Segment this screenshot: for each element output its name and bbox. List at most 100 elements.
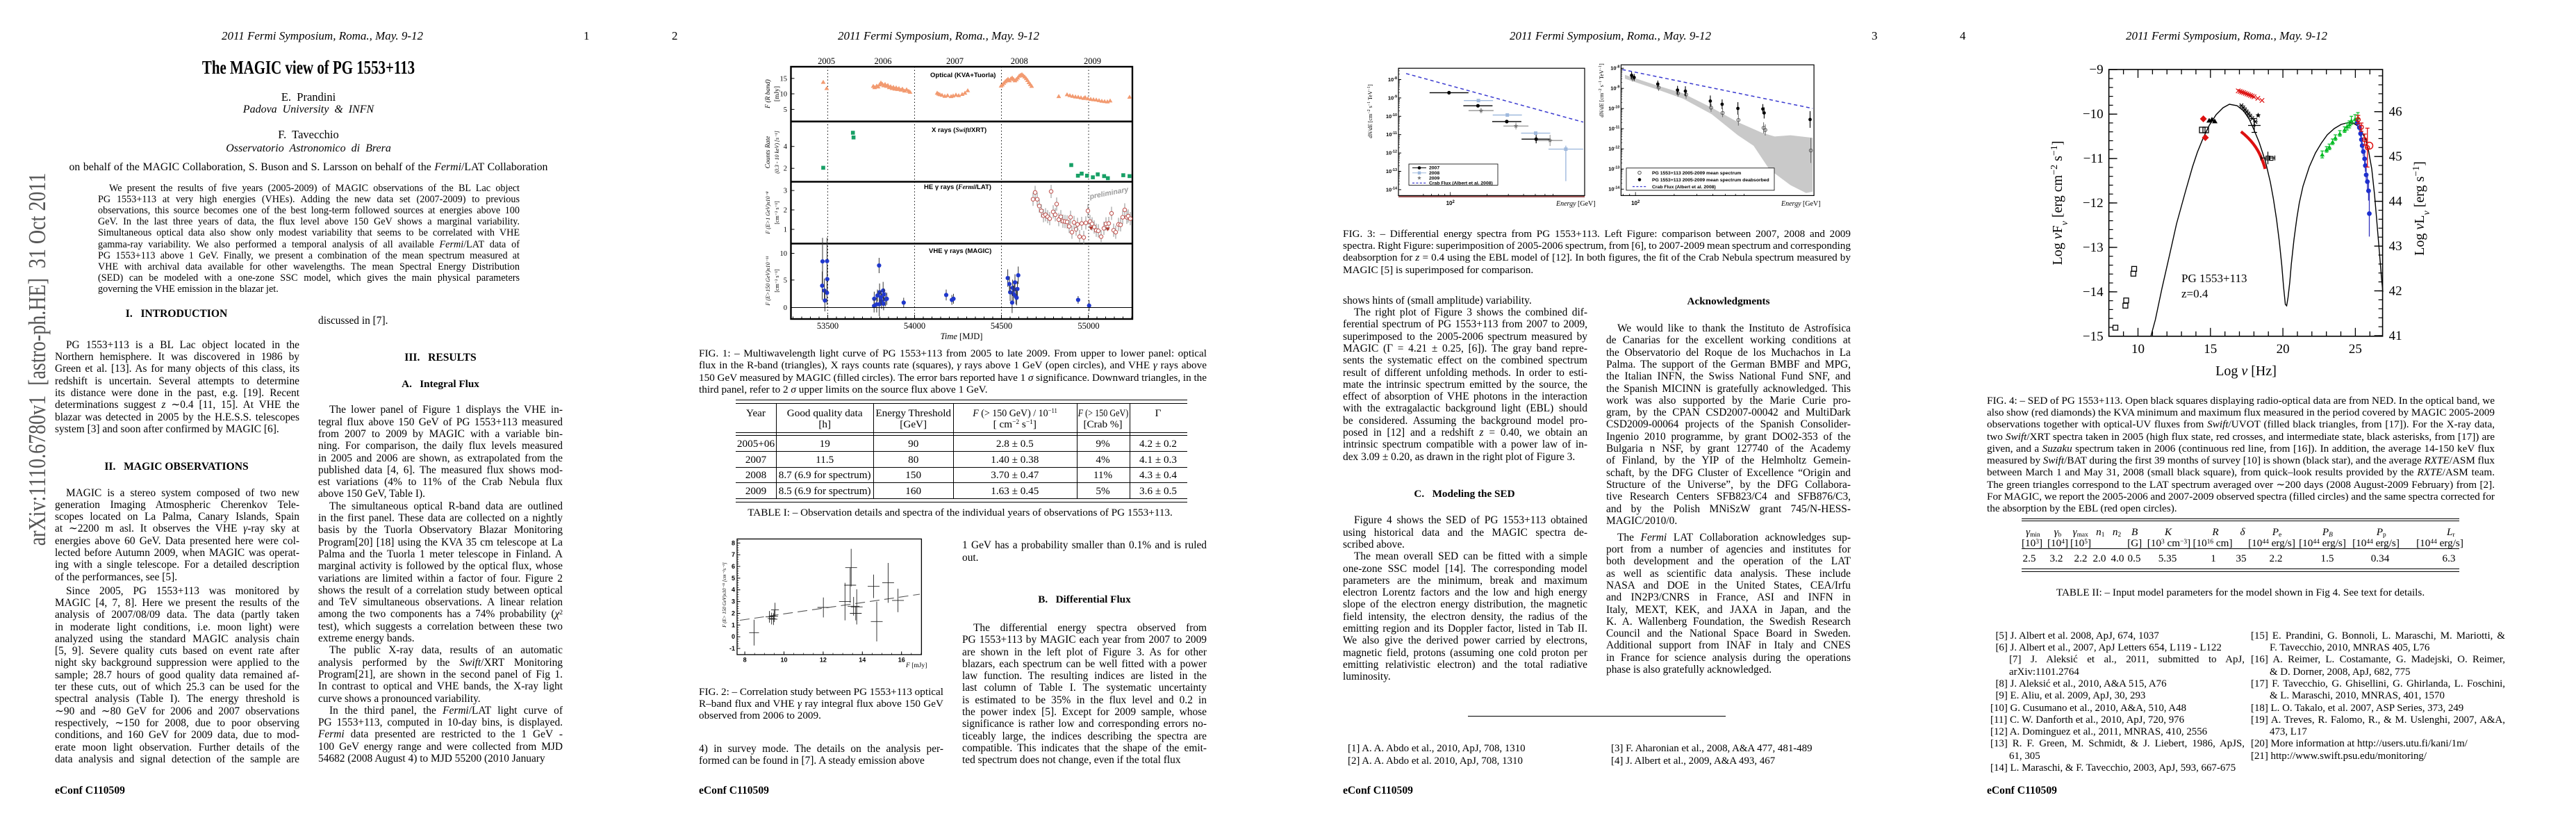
svg-text:PG 1553+113 2005-2009 mean spe: PG 1553+113 2005-2009 mean spectrum: [1652, 171, 1741, 176]
svg-text:−13: −13: [2083, 240, 2104, 255]
svg-text:Crab Flux (Albert et al. 2008): Crab Flux (Albert et al. 2008): [1652, 185, 1716, 190]
svg-text:53500: 53500: [817, 321, 839, 331]
svg-text:10-12: 10-12: [1386, 150, 1397, 156]
svg-text:HE γ rays (Fermi/LAT): HE γ rays (Fermi/LAT): [924, 183, 991, 191]
svg-text:46: 46: [2389, 105, 2402, 120]
svg-text:43: 43: [2389, 239, 2402, 254]
svg-text:z=0.4: z=0.4: [2181, 287, 2208, 300]
svg-text:Log νFν [erg cm−2 s−1]: Log νFν [erg cm−2 s−1]: [2049, 140, 2070, 265]
svg-text:15: 15: [780, 75, 788, 83]
svg-text:44: 44: [2389, 195, 2403, 209]
svg-text:2: 2: [784, 207, 787, 215]
svg-text:5: 5: [732, 575, 735, 582]
svg-text:10-10: 10-10: [1386, 113, 1397, 120]
svg-text:[cm⁻² s⁻¹]: [cm⁻² s⁻¹]: [774, 269, 780, 293]
svg-text:42: 42: [2389, 284, 2402, 299]
svg-text:4: 4: [732, 587, 735, 594]
svg-text:Log ν [Hz]: Log ν [Hz]: [2215, 363, 2277, 379]
svg-text:2008: 2008: [1011, 56, 1028, 66]
svg-text:14: 14: [859, 656, 866, 663]
svg-text:5: 5: [784, 106, 787, 114]
svg-text:55000: 55000: [1078, 321, 1099, 331]
svg-text:Counts Rate: Counts Rate: [765, 136, 772, 169]
svg-text:−12: −12: [2083, 196, 2104, 211]
svg-text:10: 10: [780, 656, 787, 663]
svg-text:45: 45: [2389, 149, 2402, 164]
svg-text:2: 2: [784, 165, 787, 173]
svg-text:10: 10: [780, 91, 788, 99]
svg-text:F (E> 150 GeV)x10⁻¹¹ [cm⁻²s⁻¹]: F (E> 150 GeV)x10⁻¹¹ [cm⁻²s⁻¹]: [722, 562, 727, 628]
svg-text:Time [MJD]: Time [MJD]: [941, 332, 983, 341]
svg-text:PG 1553+113 2005-2009 mean spe: PG 1553+113 2005-2009 mean spectrum deab…: [1652, 178, 1769, 183]
svg-text:2005: 2005: [818, 56, 835, 66]
svg-text:10-8: 10-8: [1388, 76, 1397, 83]
svg-text:54000: 54000: [904, 321, 925, 331]
svg-text:10: 10: [780, 250, 788, 258]
svg-text:10: 10: [2131, 342, 2145, 357]
svg-text:Optical (KVA+Tuorla): Optical (KVA+Tuorla): [930, 72, 996, 79]
svg-text:2009: 2009: [1429, 176, 1439, 181]
svg-text:−10: −10: [2083, 107, 2104, 122]
svg-text:−9: −9: [2089, 63, 2103, 77]
svg-text:3: 3: [784, 188, 787, 195]
svg-text:10-12: 10-12: [1608, 146, 1619, 152]
svg-text:10-14: 10-14: [1608, 186, 1619, 193]
svg-text:(0.3 - 10 keV) [s⁻¹]: (0.3 - 10 keV) [s⁻¹]: [774, 131, 780, 174]
svg-text:3: 3: [732, 598, 735, 605]
svg-text:10-9: 10-9: [1388, 95, 1397, 101]
svg-text:preliminary: preliminary: [1089, 186, 1130, 202]
svg-text:1: 1: [784, 227, 787, 234]
svg-text:−11: −11: [2083, 152, 2104, 166]
svg-text:F (R band): F (R band): [764, 79, 772, 109]
svg-text:41: 41: [2389, 329, 2402, 343]
svg-text:6: 6: [732, 563, 735, 570]
svg-text:[mJy]: [mJy]: [774, 86, 781, 101]
svg-text:-1: -1: [729, 645, 735, 652]
svg-text:10-8: 10-8: [1610, 65, 1619, 72]
svg-text:10-9: 10-9: [1610, 85, 1619, 92]
svg-text:10-14: 10-14: [1386, 186, 1397, 193]
svg-text:25: 25: [2349, 342, 2362, 357]
svg-text:10-13: 10-13: [1386, 168, 1397, 174]
svg-text:−14: −14: [2083, 285, 2104, 300]
svg-text:4: 4: [784, 143, 788, 151]
svg-text:Crab Flux (Albert et al. 2008): Crab Flux (Albert et al. 2008): [1429, 181, 1493, 186]
svg-text:10-11: 10-11: [1386, 131, 1397, 138]
svg-text:[cm⁻² s⁻¹]: [cm⁻² s⁻¹]: [774, 201, 780, 224]
svg-text:5: 5: [784, 277, 787, 284]
svg-text:VHE γ rays (MAGIC): VHE γ rays (MAGIC): [929, 247, 991, 255]
svg-text:Energy [GeV]: Energy [GeV]: [1555, 200, 1596, 208]
svg-text:dN/dE [cm−2 s−1 TeV−1]: dN/dE [cm−2 s−1 TeV−1]: [1367, 84, 1373, 138]
svg-text:2008: 2008: [1429, 171, 1439, 176]
svg-text:1: 1: [732, 621, 735, 628]
svg-text:X rays (Swift/XRT): X rays (Swift/XRT): [932, 126, 986, 134]
svg-text:Energy [GeV]: Energy [GeV]: [1781, 200, 1821, 208]
svg-text:8: 8: [732, 539, 735, 546]
svg-text:12: 12: [820, 656, 827, 663]
svg-text:10-13: 10-13: [1608, 166, 1619, 172]
svg-text:2009: 2009: [1084, 56, 1101, 66]
svg-text:F (E>1 GeV)x10⁻⁸: F (E>1 GeV)x10⁻⁸: [765, 191, 771, 234]
svg-text:2007: 2007: [1429, 166, 1439, 171]
svg-text:16: 16: [898, 656, 905, 663]
svg-text:15: 15: [2204, 342, 2217, 357]
svg-text:0: 0: [784, 304, 787, 312]
svg-text:54500: 54500: [991, 321, 1012, 331]
svg-text:2006: 2006: [875, 56, 892, 66]
svg-text:dN/dE [cm−2 s−1 TeV−1]: dN/dE [cm−2 s−1 TeV−1]: [1599, 63, 1605, 117]
svg-text:2007: 2007: [946, 56, 964, 66]
svg-text:102: 102: [1446, 200, 1455, 206]
svg-text:20: 20: [2277, 342, 2290, 357]
svg-text:0: 0: [732, 633, 735, 640]
svg-text:102: 102: [1631, 200, 1640, 206]
svg-text:F [mJy]: F [mJy]: [905, 662, 927, 669]
svg-text:10-10: 10-10: [1608, 106, 1619, 112]
svg-text:F (E>150 GeV)x10⁻¹¹: F (E>150 GeV)x10⁻¹¹: [765, 256, 771, 306]
svg-text:10-11: 10-11: [1609, 126, 1620, 132]
svg-text:8: 8: [743, 656, 747, 663]
svg-text:PG 1553+113: PG 1553+113: [2181, 272, 2247, 285]
svg-text:2: 2: [732, 610, 735, 617]
svg-text:−15: −15: [2083, 329, 2104, 344]
svg-text:7: 7: [732, 551, 735, 558]
svg-text:Log νLν [erg s−1]: Log νLν [erg s−1]: [2411, 161, 2432, 256]
